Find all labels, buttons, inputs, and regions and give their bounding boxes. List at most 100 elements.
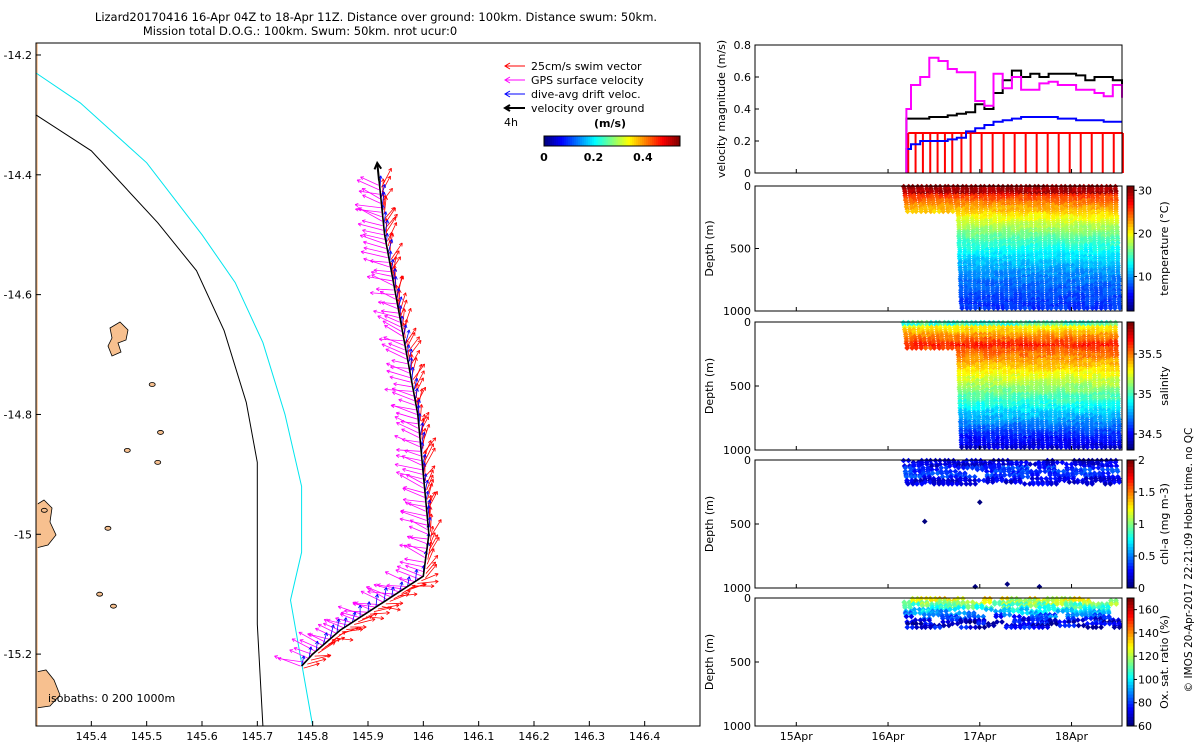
swim-vector-shaft bbox=[425, 564, 437, 579]
drift-vector-head bbox=[408, 344, 411, 349]
gps-vector bbox=[363, 257, 390, 268]
gps-vector-head bbox=[403, 486, 407, 490]
gps-vector-head bbox=[381, 343, 385, 348]
gps-vector-shaft bbox=[394, 435, 420, 448]
swim-vector-head bbox=[399, 602, 404, 606]
gps-vector-head bbox=[337, 606, 341, 610]
gps-vector-head bbox=[393, 382, 398, 385]
x-tick-label: 145.8 bbox=[297, 730, 329, 743]
x-tick-label: 145.7 bbox=[242, 730, 274, 743]
temperature-y-tick-label: 500 bbox=[730, 243, 751, 256]
swim-vector-head bbox=[322, 657, 327, 660]
gps-vector-head bbox=[395, 569, 399, 573]
gps-vector bbox=[386, 369, 411, 378]
swim-vector-head bbox=[431, 483, 434, 487]
swim-vector-head bbox=[416, 349, 420, 353]
gps-vector-head bbox=[371, 274, 374, 278]
swim-vector-head bbox=[380, 616, 385, 619]
swim-vector bbox=[417, 579, 439, 584]
gps-vector-shaft bbox=[356, 179, 380, 191]
gps-vector bbox=[390, 403, 417, 411]
gps-vector bbox=[400, 510, 427, 521]
gps-vector bbox=[361, 219, 383, 227]
swim-vector-shaft bbox=[421, 424, 430, 445]
gps-vector-head bbox=[289, 649, 293, 653]
drift-vector-head bbox=[336, 618, 340, 622]
swim-vector-head bbox=[407, 307, 412, 311]
swim-vector bbox=[430, 519, 442, 537]
drift-vector bbox=[343, 617, 348, 628]
colorbar-cell bbox=[1127, 286, 1134, 290]
drift-vector-shaft bbox=[336, 618, 340, 634]
swim-vector-head bbox=[397, 256, 401, 259]
swim-vector bbox=[425, 469, 434, 486]
gps-vector-head bbox=[399, 517, 404, 520]
swim-vector-head bbox=[393, 222, 397, 225]
colorbar-cell bbox=[1127, 257, 1134, 262]
swim-vector-shaft bbox=[361, 613, 378, 620]
gps-vector bbox=[380, 309, 399, 314]
drift-vector-head bbox=[416, 378, 419, 382]
gps-vector bbox=[399, 560, 424, 568]
colorbar-cell bbox=[1127, 251, 1134, 256]
gps-vector-head bbox=[344, 610, 348, 613]
swim-vector-head bbox=[393, 207, 395, 211]
gps-vector-head bbox=[394, 416, 398, 420]
gps-vector-shaft bbox=[402, 468, 423, 475]
swim-vector-head bbox=[384, 218, 387, 222]
gps-vector-shaft bbox=[402, 487, 425, 498]
gps-vector-shaft bbox=[403, 499, 425, 503]
gps-vector-head bbox=[360, 251, 364, 255]
swim-vector-head bbox=[400, 275, 404, 279]
gps-vector-head bbox=[299, 639, 303, 643]
drift-vector-head bbox=[317, 640, 320, 645]
gps-vector-head bbox=[399, 518, 403, 522]
speed-y-tick-label: 0.4 bbox=[734, 103, 752, 116]
drift-vector bbox=[322, 632, 328, 646]
gps-vector-head bbox=[363, 257, 368, 260]
gps-vector-shaft bbox=[407, 543, 426, 554]
isobath-200 bbox=[35, 72, 314, 727]
gps-vector bbox=[388, 342, 406, 351]
gps-vector-head bbox=[377, 584, 381, 588]
gps-vector-shaft bbox=[367, 591, 395, 595]
swim-vector-head bbox=[424, 428, 427, 432]
drift-vector bbox=[336, 618, 341, 634]
drift-vector bbox=[366, 601, 371, 613]
gps-vector-shaft bbox=[405, 565, 424, 572]
swim-vector-shaft bbox=[385, 216, 397, 233]
gps-vector-head bbox=[373, 309, 377, 312]
swim-vector-shaft bbox=[314, 654, 331, 657]
gps-vector-shaft bbox=[340, 613, 356, 621]
gps-vector-shaft bbox=[392, 391, 415, 402]
gps-vector-shaft bbox=[289, 649, 309, 659]
gps-vector-head bbox=[338, 605, 342, 607]
swim-vector-head bbox=[420, 340, 422, 344]
swim-vector-head bbox=[435, 564, 438, 568]
gps-vector-head bbox=[401, 439, 406, 442]
gps-vector-head bbox=[378, 300, 382, 303]
gps-vector-shaft bbox=[403, 544, 425, 558]
colorbar-tick-label: 0 bbox=[540, 151, 548, 164]
gps-vector-head bbox=[405, 565, 409, 569]
gps-vector-shaft bbox=[338, 606, 364, 616]
gps-vector-head bbox=[390, 366, 394, 370]
gps-vector-shaft bbox=[340, 612, 360, 618]
swim-vector-shaft bbox=[384, 207, 395, 220]
swim-vector-head bbox=[428, 424, 431, 428]
swim-vector-head bbox=[430, 478, 434, 482]
colorbar-cell bbox=[1127, 198, 1134, 203]
gps-vector bbox=[377, 583, 403, 590]
swim-vector-head bbox=[430, 585, 435, 589]
swim-vector-head bbox=[410, 308, 412, 312]
colorbar-title: (m/s) bbox=[594, 117, 626, 130]
gps-vector-head bbox=[404, 502, 408, 506]
gps-vector-head bbox=[358, 189, 363, 192]
gps-vector-shaft bbox=[396, 471, 423, 480]
swim-vector bbox=[392, 256, 401, 270]
drift-vector-head bbox=[383, 191, 386, 196]
swim-vector-head bbox=[396, 214, 398, 218]
drift-vector-head bbox=[428, 505, 431, 510]
